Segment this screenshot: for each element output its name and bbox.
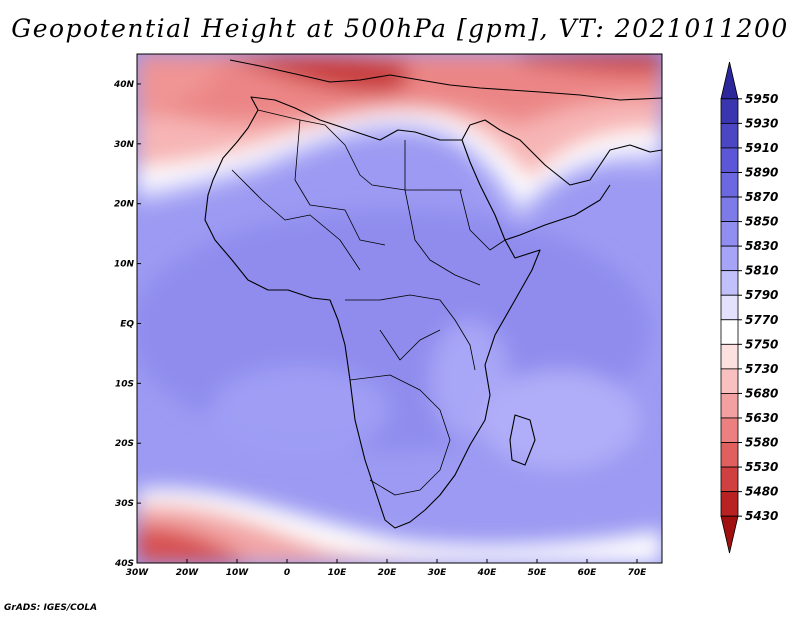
- colorbar-label: 5950: [745, 92, 778, 106]
- credit-text: GrADS: IGES/COLA: [4, 603, 98, 613]
- colorbar-label: 5810: [745, 264, 778, 278]
- colorbar-label: 5430: [745, 509, 778, 523]
- country-borders: [231, 109, 506, 496]
- colorbar-label: 5630: [745, 411, 778, 425]
- lat-tick-label: 20N: [114, 200, 135, 210]
- colorbar-label: 5910: [745, 141, 778, 155]
- colorbar-band: [720, 343, 739, 370]
- lat-tick-label: 20S: [115, 439, 134, 449]
- lon-tick-label: 0: [284, 568, 290, 578]
- colorbar-label: 5890: [745, 165, 778, 179]
- colorbar-label: 5930: [745, 116, 778, 130]
- colorbar-band: [720, 393, 739, 419]
- colorbar-label: 5850: [745, 215, 778, 229]
- colorbar-label: 5770: [745, 313, 778, 327]
- colorbar-band: [720, 245, 739, 272]
- colorbar-band: [720, 368, 739, 394]
- colorbar-band: [720, 319, 739, 345]
- colorbar-band: [720, 122, 739, 149]
- colorbar-label: 5730: [745, 362, 778, 376]
- colorbar-label: 5790: [745, 288, 778, 302]
- lon-tick-label: 10E: [328, 568, 348, 578]
- lon-tick-label: 30E: [428, 568, 448, 578]
- colorbar-top-arrow: [720, 61, 739, 100]
- colorbar-band: [720, 466, 739, 493]
- colorbar-band: [720, 196, 739, 222]
- lat-tick-label: 30N: [114, 140, 135, 150]
- lat-tick-label: 40S: [114, 559, 134, 569]
- colorbar-label: 5680: [745, 386, 778, 400]
- colorbar-band: [720, 442, 739, 468]
- height-field: [137, 54, 662, 563]
- colorbar-label: 5480: [745, 485, 778, 499]
- colorbar-band: [720, 98, 739, 124]
- colorbar-band: [720, 221, 739, 247]
- lon-tick-label: 30W: [126, 568, 150, 578]
- colorbar-band: [720, 417, 739, 443]
- colorbar-band: [720, 294, 739, 321]
- longitude-ticks: 30W 20W 10W 0 10E 20E 30E 40E 50E 60E 70E: [126, 559, 647, 578]
- colorbar-label: 5580: [745, 436, 778, 450]
- colorbar-band: [720, 270, 739, 296]
- coastlines: [204, 59, 662, 529]
- colorbar-band: [720, 172, 739, 198]
- lon-tick-label: 10W: [226, 568, 250, 578]
- colorbar-bottom-arrow: [720, 515, 739, 554]
- map-title: Geopotential Height at 500hPa [gpm], VT:…: [11, 14, 789, 43]
- colorbar-label: 5750: [745, 337, 778, 351]
- lon-tick-label: 60E: [578, 568, 598, 578]
- lat-tick-label: 10N: [114, 260, 135, 270]
- lat-tick-label: 40N: [113, 80, 135, 90]
- latitude-ticks: 40N 30N 20N 10N EQ 10S 20S 30S 40S: [113, 80, 141, 569]
- lon-tick-label: 50E: [528, 568, 548, 578]
- colorbar-label: 5870: [745, 190, 778, 204]
- colorbar: 5950 5930 5910 5890 5870 5850 5830 5810 5790 5770…: [720, 61, 778, 554]
- lat-tick-label: EQ: [120, 319, 134, 329]
- lat-tick-label: 10S: [115, 379, 134, 389]
- lon-tick-label: 20E: [378, 568, 398, 578]
- colorbar-band: [720, 491, 739, 517]
- plot-frame: [136, 53, 663, 564]
- colorbar-band: [720, 147, 739, 173]
- lon-tick-label: 40E: [477, 568, 498, 578]
- colorbar-label: 5530: [745, 460, 778, 474]
- lon-tick-label: 20W: [176, 568, 200, 578]
- colorbar-label: 5830: [745, 239, 778, 253]
- lat-tick-label: 30S: [115, 499, 134, 509]
- lon-tick-label: 70E: [628, 568, 648, 578]
